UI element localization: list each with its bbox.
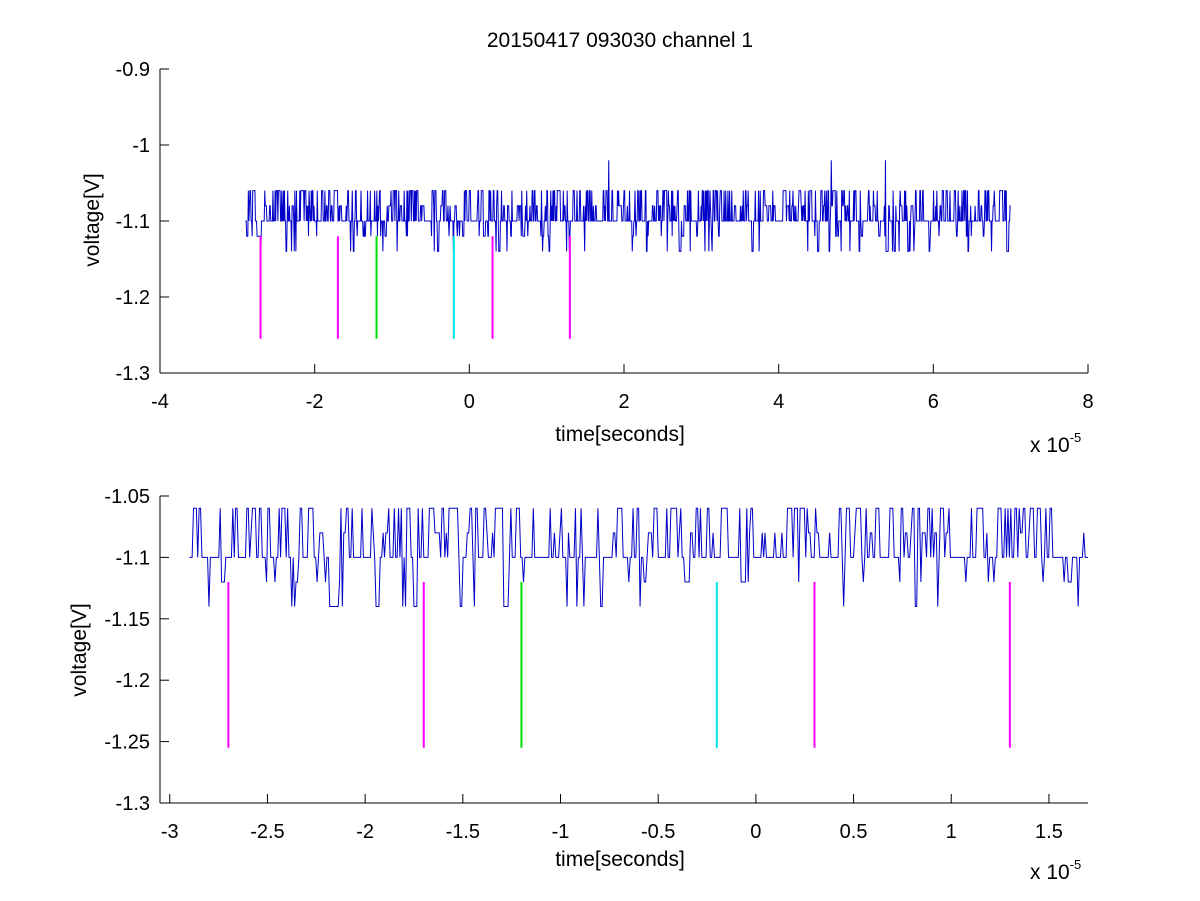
x-tick-label: -1.5	[446, 821, 480, 843]
y-tick-label: -0.9	[116, 59, 150, 81]
x-axis-label-full: time[seconds]	[555, 423, 685, 446]
y-tick-label: -1.15	[104, 609, 150, 631]
y-tick-label: -1	[132, 135, 150, 157]
event-markers-full	[259, 236, 571, 339]
axes-zoomed: -3 -2.5 -2 -1.5 -1 -0.5 0 0.5 1 1.5 -1.3 -1.25 -1.2 -…	[104, 486, 1088, 843]
y-axis-label-zoomed: voltage[V]	[68, 603, 91, 696]
x-tick-label: 8	[1082, 391, 1093, 413]
signal-line	[189, 507, 1088, 608]
x-exponent-zoomed: x 10-5	[1030, 857, 1081, 884]
plot-zoomed-view: -3 -2.5 -2 -1.5 -1 -0.5 0 0.5 1 1.5 -1.3 -1.25 -1.2 -…	[68, 486, 1088, 884]
axes-full: -4 -2 0 2 4 6 8 -1.3 -1.2 -1.1 -1 -0.9	[116, 59, 1094, 413]
x-tick-label: -2	[356, 821, 374, 843]
chart-title: 20150417 093030 channel 1	[487, 29, 753, 52]
x-exponent-base-zoomed: x 10	[1030, 861, 1070, 884]
signal-line	[245, 160, 1011, 252]
x-exponent-full: x 10-5	[1030, 430, 1081, 457]
x-tick-label: 1.5	[1035, 821, 1063, 843]
y-tick-label: -1.3	[116, 363, 150, 385]
signal-trace-full	[245, 160, 1011, 252]
plot-full-view: -4 -2 0 2 4 6 8 -1.3 -1.2 -1.1 -1 -0.9 time[seconds…	[81, 59, 1094, 457]
event-markers-zoomed	[227, 581, 1011, 748]
y-tick-label: -1.2	[116, 287, 150, 309]
x-tick-label: -2	[306, 391, 324, 413]
x-tick-label: 1	[946, 821, 957, 843]
y-tick-label: -1.2	[116, 670, 150, 692]
x-tick-label: -4	[151, 391, 169, 413]
x-tick-label: -1	[552, 821, 570, 843]
x-tick-label: 6	[928, 391, 939, 413]
x-tick-label: -0.5	[641, 821, 675, 843]
x-exponent-power-full: -5	[1070, 430, 1082, 445]
x-tick-label: 0.5	[840, 821, 868, 843]
x-tick-label: -3	[161, 821, 179, 843]
x-tick-label: 4	[773, 391, 784, 413]
x-exponent-power-zoomed: -5	[1070, 857, 1082, 872]
y-tick-label: -1.1	[116, 547, 150, 569]
y-tick-label: -1.3	[116, 793, 150, 815]
x-tick-label: 0	[464, 391, 475, 413]
signal-trace-zoomed	[189, 507, 1088, 608]
x-axis-label-zoomed: time[seconds]	[555, 848, 685, 871]
x-tick-label: 0	[750, 821, 761, 843]
y-tick-label: -1.25	[104, 732, 150, 754]
x-exponent-base-full: x 10	[1030, 434, 1070, 457]
y-axis-label-full: voltage[V]	[81, 173, 104, 266]
x-tick-label: -2.5	[250, 821, 284, 843]
y-tick-label: -1.05	[104, 486, 150, 508]
x-tick-label: 2	[618, 391, 629, 413]
y-tick-label: -1.1	[116, 211, 150, 233]
